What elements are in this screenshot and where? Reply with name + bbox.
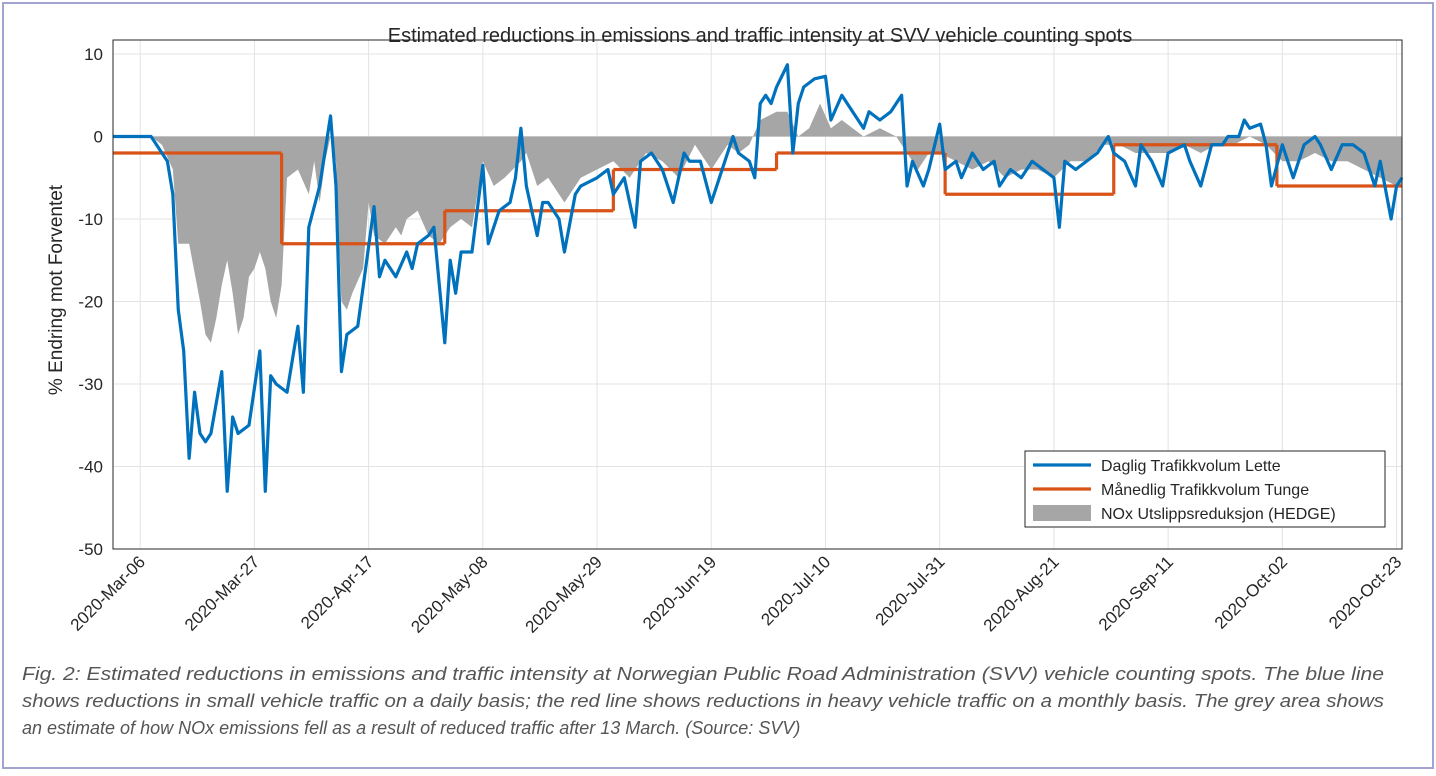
- legend-swatch: [1033, 505, 1091, 521]
- legend-label: Daglig Trafikkvolum Lette: [1101, 458, 1281, 475]
- legend-label: NOx Utslippsreduksjon (HEDGE): [1101, 506, 1336, 523]
- y-tick-label: 0: [94, 128, 103, 147]
- caption-line: Fig. 2: Estimated reductions in emission…: [22, 664, 1384, 684]
- caption-line: an estimate of how NOx emissions fell as…: [22, 718, 800, 738]
- nox-area: [113, 103, 1402, 343]
- legend-label: Månedlig Trafikkvolum Tunge: [1101, 481, 1309, 499]
- y-axis-label: % Endring mot Forventet: [46, 184, 67, 395]
- y-tick-label: -20: [78, 293, 103, 312]
- daily-line: [113, 63, 1404, 493]
- axes-box: [112, 39, 1403, 550]
- y-tick-label: 10: [84, 45, 103, 64]
- y-tick-label: -30: [78, 375, 103, 394]
- y-tick-label: -10: [78, 210, 103, 229]
- caption-line: shows reductions in small vehicle traffi…: [22, 691, 1384, 711]
- chart-title: Estimated reductions in emissions and tr…: [388, 25, 1132, 47]
- y-tick-label: -40: [78, 458, 103, 477]
- y-tick-label: -50: [78, 540, 103, 559]
- plot-area: Daglig Trafikkvolum Lette Månedlig Trafik…: [112, 39, 1404, 550]
